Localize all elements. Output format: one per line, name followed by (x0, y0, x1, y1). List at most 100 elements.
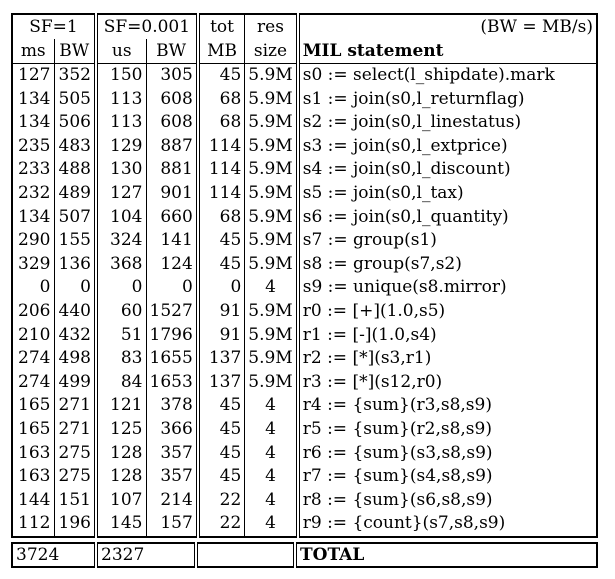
cell-res-size: 5.9M (244, 252, 298, 277)
cell-tot-mb: 45 (195, 465, 245, 489)
table-row: 232 489 127 901 114 5.9M s5 := join(s0,l_tax) (11, 181, 599, 206)
cell-bw-sf001: 1653 (145, 370, 198, 395)
cell-tot-mb: 137 (195, 347, 245, 371)
cell-bw-sf1: 432 (53, 323, 96, 348)
cell-ms: 210 (11, 323, 54, 348)
cell-bw-sf001: 124 (145, 252, 198, 277)
cell-us: 324 (94, 229, 146, 253)
cell-bw-sf001: 378 (145, 394, 198, 418)
header-row-1: SF=1 SF=0.001 tot res (BW = MB/s) (11, 13, 599, 39)
cell-bw-sf1: 275 (53, 441, 96, 466)
cell-us: 51 (94, 323, 146, 348)
cell-mil-statement: s4 := join(s0,l_discount) (295, 158, 599, 182)
cell-bw-sf1: 196 (53, 512, 96, 538)
cell-bw-sf1: 505 (53, 87, 96, 112)
cell-bw-sf001: 608 (145, 87, 198, 112)
cell-bw-sf001: 901 (145, 181, 198, 206)
total-spacer (194, 542, 295, 568)
header-row-2: ms BW us BW MB size MIL statement (11, 39, 599, 64)
cell-ms: 144 (11, 488, 54, 513)
cell-mil-statement: s9 := unique(s8.mirror) (295, 276, 599, 300)
cell-us: 60 (94, 299, 146, 324)
cell-tot-mb: 45 (195, 252, 245, 277)
cell-us: 127 (94, 181, 146, 206)
cell-res-size: 4 (244, 394, 298, 418)
cell-bw-sf1: 499 (53, 370, 96, 395)
cell-mil-statement: r9 := {count}(s7,s8,s9) (295, 512, 599, 538)
cell-bw-sf001: 141 (145, 229, 198, 253)
cell-mil-statement: s0 := select(l_shipdate).mark (295, 63, 599, 88)
cell-tot-mb: 45 (195, 417, 245, 442)
cell-tot-mb: 45 (195, 394, 245, 418)
cell-tot-mb: 45 (195, 63, 245, 88)
cell-ms: 232 (11, 181, 54, 206)
cell-us: 83 (94, 347, 146, 371)
cell-mil-statement: s6 := join(s0,l_quantity) (295, 205, 599, 230)
cell-us: 128 (94, 441, 146, 466)
cell-bw-sf001: 887 (145, 134, 198, 159)
cell-mil-statement: r0 := [+](1.0,s5) (295, 299, 599, 324)
table-row: 134 507 104 660 68 5.9M s6 := join(s0,l_quanti… (11, 205, 599, 230)
cell-mil-statement: r5 := {sum}(r2,s8,s9) (295, 417, 599, 442)
cell-mil-statement: s7 := group(s1) (295, 229, 599, 253)
cell-mil-statement: r6 := {sum}(s3,s8,s9) (295, 441, 599, 466)
table-row: 210 432 51 1796 91 5.9M r1 := [-](1.0,s4) (11, 323, 599, 348)
cell-bw-sf1: 155 (53, 229, 96, 253)
cell-ms: 134 (11, 205, 54, 230)
cell-ms: 134 (11, 87, 54, 112)
cell-bw-sf1: 0 (53, 276, 96, 300)
cell-bw-sf001: 157 (145, 512, 198, 538)
cell-tot-mb: 68 (195, 111, 245, 135)
cell-res-size: 5.9M (244, 370, 298, 395)
cell-us: 104 (94, 205, 146, 230)
cell-ms: 163 (11, 441, 54, 466)
cell-bw-sf1: 275 (53, 465, 96, 489)
cell-ms: 0 (11, 276, 54, 300)
total-label: TOTAL (293, 542, 598, 568)
cell-ms: 235 (11, 134, 54, 159)
cell-mil-statement: r3 := [*](s12,r0) (295, 370, 599, 395)
cell-bw-sf1: 352 (53, 63, 96, 88)
header-bw-note: (BW = MB/s) (295, 13, 599, 39)
cell-tot-mb: 68 (195, 205, 245, 230)
header-sf1: SF=1 (11, 13, 96, 39)
table-row: 235 483 129 887 114 5.9M s3 := join(s0,l_extpr… (11, 134, 599, 159)
cell-res-size: 5.9M (244, 181, 298, 206)
cell-tot-mb: 0 (195, 276, 245, 300)
cell-bw-sf001: 1796 (145, 323, 198, 348)
cell-res-size: 5.9M (244, 111, 298, 135)
cell-tot-mb: 114 (195, 181, 245, 206)
header-res: res (244, 13, 298, 39)
header-us: us (94, 39, 146, 64)
cell-bw-sf001: 357 (145, 441, 198, 466)
cell-bw-sf001: 1527 (145, 299, 198, 324)
table-row: 290 155 324 141 45 5.9M s7 := group(s1) (11, 229, 599, 253)
cell-mil-statement: r7 := {sum}(s4,s8,s9) (295, 465, 599, 489)
cell-ms: 274 (11, 347, 54, 371)
cell-res-size: 5.9M (244, 158, 298, 182)
cell-tot-mb: 22 (195, 512, 245, 538)
total-ms: 3724 (11, 542, 96, 568)
cell-res-size: 5.9M (244, 134, 298, 159)
table-row: 274 499 84 1653 137 5.9M r3 := [*](s12,r0) (11, 370, 599, 395)
cell-us: 121 (94, 394, 146, 418)
cell-tot-mb: 91 (195, 299, 245, 324)
total-row: 3724 2327 TOTAL (11, 542, 598, 568)
results-table: SF=1 SF=0.001 tot res (BW = MB/s) ms BW … (11, 13, 599, 538)
cell-ms: 329 (11, 252, 54, 277)
cell-tot-mb: 68 (195, 87, 245, 112)
header-bw1: BW (53, 39, 96, 64)
cell-tot-mb: 45 (195, 229, 245, 253)
cell-mil-statement: r2 := [*](s3,r1) (295, 347, 599, 371)
cell-bw-sf1: 136 (53, 252, 96, 277)
cell-res-size: 5.9M (244, 299, 298, 324)
header-mb: MB (195, 39, 245, 64)
cell-bw-sf001: 608 (145, 111, 198, 135)
cell-bw-sf001: 660 (145, 205, 198, 230)
header-sf001: SF=0.001 (94, 13, 198, 39)
cell-bw-sf001: 0 (145, 276, 198, 300)
cell-bw-sf1: 271 (53, 417, 96, 442)
table-row: 127 352 150 305 45 5.9M s0 := select(l_shipdat… (11, 63, 599, 88)
table-row: 0 0 0 0 0 4 s9 := unique(s8.mirror) (11, 276, 599, 300)
cell-tot-mb: 45 (195, 441, 245, 466)
